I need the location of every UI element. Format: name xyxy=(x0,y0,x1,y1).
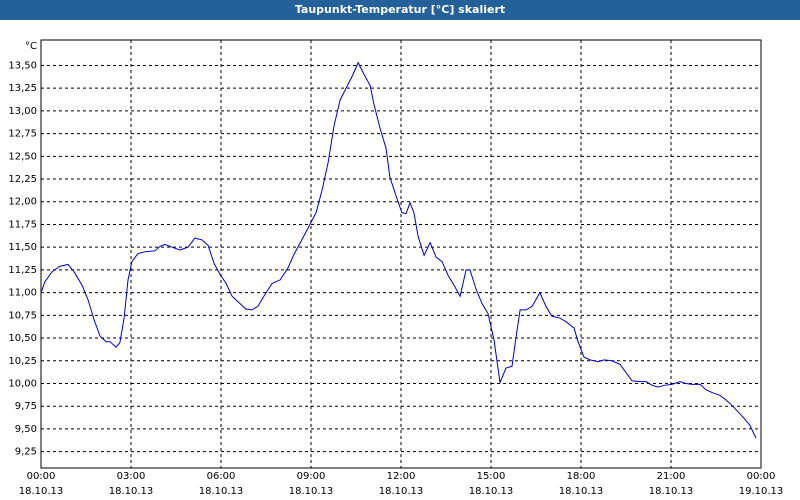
y-tick-label: 10,25 xyxy=(8,356,37,367)
x-tick-label: 21:00 xyxy=(657,471,686,482)
x-tick-label: 03:00 xyxy=(117,471,146,482)
x-tick-date: 18.10.13 xyxy=(289,486,334,497)
y-tick-label: 11,25 xyxy=(8,265,37,276)
y-tick-label: 11,00 xyxy=(8,288,37,299)
y-tick-label: 9,75 xyxy=(15,401,37,412)
x-tick-date: 18.10.13 xyxy=(199,486,244,497)
y-tick-label: 9,50 xyxy=(15,424,37,435)
y-tick-label: 10,75 xyxy=(8,310,37,321)
x-tick-date: 19.10.13 xyxy=(739,486,784,497)
x-tick-date: 18.10.13 xyxy=(109,486,154,497)
y-tick-label: 11,50 xyxy=(8,242,37,253)
x-tick-date: 18.10.13 xyxy=(559,486,604,497)
y-tick-label: 10,50 xyxy=(8,333,37,344)
y-tick-label: 12,00 xyxy=(8,197,37,208)
y-tick-label: 13,00 xyxy=(8,106,37,117)
x-tick-label: 09:00 xyxy=(297,471,326,482)
x-tick-label: 12:00 xyxy=(387,471,416,482)
x-tick-date: 18.10.13 xyxy=(469,486,514,497)
x-tick-date: 18.10.13 xyxy=(649,486,694,497)
y-tick-label: 12,75 xyxy=(8,129,37,140)
y-tick-label: 12,25 xyxy=(8,174,37,185)
x-tick-label: 15:00 xyxy=(477,471,506,482)
x-tick-label: 18:00 xyxy=(567,471,596,482)
x-tick-label: 00:00 xyxy=(27,471,56,482)
x-tick-date: 18.10.13 xyxy=(379,486,424,497)
data-line xyxy=(40,61,757,439)
x-tick-label: 00:00 xyxy=(747,471,776,482)
y-tick-label: 13,50 xyxy=(8,60,37,71)
y-tick-label: 11,75 xyxy=(8,219,37,230)
y-tick-label: 13,25 xyxy=(8,83,37,94)
y-tick-label: 12,50 xyxy=(8,151,37,162)
y-tick-label: 10,00 xyxy=(8,378,37,389)
x-tick-label: 06:00 xyxy=(207,471,236,482)
title-bar xyxy=(0,0,800,20)
y-unit: °C xyxy=(25,41,37,52)
chart-title: Taupunkt-Temperatur [°C] skaliert xyxy=(295,3,505,16)
x-tick-date: 18.10.13 xyxy=(19,486,64,497)
y-tick-label: 9,25 xyxy=(15,447,37,458)
